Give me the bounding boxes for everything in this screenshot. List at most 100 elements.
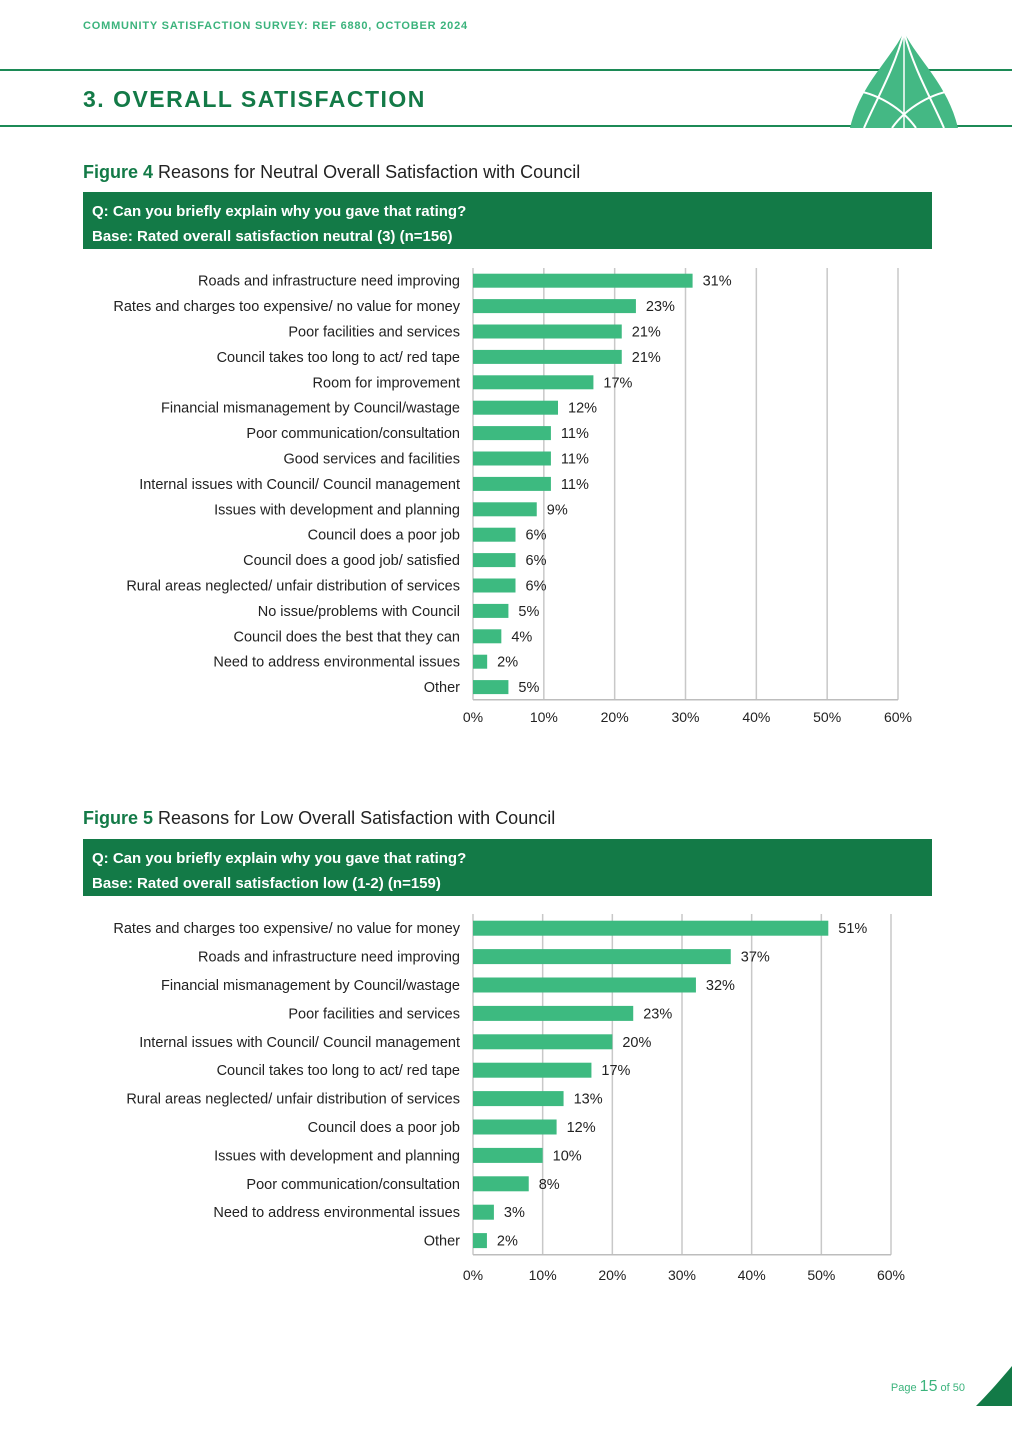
- fig4-value-label: 6%: [526, 528, 547, 544]
- fig5-category-label: Roads and infrastructure need improving: [198, 950, 460, 966]
- fig5-value-label: 10%: [553, 1148, 582, 1164]
- fig4-value-label: 6%: [526, 579, 547, 595]
- council-logo: [849, 31, 959, 129]
- fig5-value-label: 8%: [539, 1177, 560, 1193]
- fig4-category-label: Rates and charges too expensive/ no valu…: [113, 299, 460, 315]
- fig4-bar: [473, 451, 551, 466]
- fig5-x-tick-label: 20%: [598, 1267, 626, 1283]
- fig4-bar: [473, 324, 622, 339]
- figure-4-question: Q: Can you briefly explain why you gave …: [92, 203, 467, 220]
- fig5-category-label: Internal issues with Council/ Council ma…: [139, 1035, 460, 1051]
- fig5-category-label: Poor communication/consultation: [246, 1177, 460, 1193]
- figure-5-title-text: Reasons for Low Overall Satisfaction wit…: [158, 808, 556, 828]
- fig4-category-label: Poor communication/consultation: [246, 426, 460, 442]
- fig4-value-label: 4%: [511, 629, 532, 645]
- figure-4-question-box: Q: Can you briefly explain why you gave …: [83, 192, 932, 249]
- fig4-bar: [473, 603, 509, 618]
- fig5-category-label: Rural areas neglected/ unfair distributi…: [126, 1092, 460, 1108]
- fig5-bar: [473, 977, 696, 993]
- fig4-x-tick-label: 40%: [742, 709, 770, 725]
- fig4-category-label: Council does a poor job: [308, 528, 460, 544]
- fig5-bar: [473, 1034, 613, 1050]
- fig4-x-tick-label: 50%: [813, 709, 841, 725]
- fig4-value-label: 12%: [568, 401, 597, 417]
- fig4-bar: [473, 375, 594, 390]
- fig4-category-label: Good services and facilities: [284, 452, 461, 468]
- figure-4-label: Figure 4: [83, 162, 154, 182]
- fig4-bar: [473, 273, 693, 288]
- fig5-bar: [473, 1005, 634, 1021]
- fig4-x-tick-label: 60%: [884, 709, 912, 725]
- page-total: of 50: [940, 1382, 965, 1394]
- fig4-bar: [473, 476, 551, 491]
- fig4-category-label: Need to address environmental issues: [213, 655, 460, 671]
- fig5-x-tick-label: 60%: [877, 1267, 905, 1283]
- fig4-category-label: No issue/problems with Council: [258, 604, 460, 620]
- fig5-x-tick-label: 0%: [463, 1267, 483, 1283]
- figure-4-base: Base: Rated overall satisfaction neutral…: [92, 228, 453, 245]
- fig4-value-label: 11%: [561, 426, 589, 442]
- fig4-value-label: 17%: [603, 375, 632, 391]
- fig4-bar: [473, 400, 558, 415]
- fig5-value-label: 3%: [504, 1205, 525, 1221]
- fig4-value-label: 21%: [632, 325, 661, 341]
- corner-decoration: [976, 1366, 1012, 1406]
- fig4-bar: [473, 527, 516, 542]
- figure-4-title-text: Reasons for Neutral Overall Satisfaction…: [158, 162, 581, 182]
- fig5-category-label: Need to address environmental issues: [213, 1205, 460, 1221]
- fig4-bar: [473, 502, 537, 517]
- fig5-bar: [473, 949, 731, 965]
- fig5-value-label: 2%: [497, 1234, 518, 1250]
- figure-4-chart: 0% 10% 20% 30% 40% 50% 60% Roads and infrastruc…: [113, 268, 912, 725]
- fig4-x-tick-label: 0%: [463, 709, 483, 725]
- fig4-value-label: 11%: [561, 452, 589, 468]
- fig5-value-label: 20%: [622, 1035, 651, 1051]
- header-rule-bottom: [0, 125, 1012, 127]
- fig5-value-label: 37%: [741, 950, 770, 966]
- fig5-category-label: Poor facilities and services: [288, 1006, 460, 1022]
- fig5-bar: [473, 1147, 543, 1163]
- fig5-category-label: Council takes too long to act/ red tape: [217, 1063, 460, 1079]
- fig4-category-label: Issues with development and planning: [214, 502, 460, 518]
- fig4-value-label: 5%: [518, 604, 539, 620]
- figure-5-base: Base: Rated overall satisfaction low (1-…: [92, 875, 441, 892]
- fig4-bar: [473, 578, 516, 593]
- header-rule-top: [0, 69, 1012, 71]
- fig5-category-label: Issues with development and planning: [214, 1148, 460, 1164]
- fig5-bar: [473, 1062, 592, 1078]
- fig5-bar: [473, 920, 829, 936]
- fig4-category-label: Internal issues with Council/ Council ma…: [139, 477, 460, 493]
- fig5-x-tick-label: 40%: [738, 1267, 766, 1283]
- fig5-value-label: 23%: [643, 1006, 672, 1022]
- fig4-category-label: Financial mismanagement by Council/wasta…: [161, 401, 460, 417]
- fig5-value-label: 32%: [706, 978, 735, 994]
- fig5-category-label: Financial mismanagement by Council/wasta…: [161, 978, 460, 994]
- fig4-category-label: Poor facilities and services: [288, 325, 460, 341]
- fig4-category-label: Rural areas neglected/ unfair distributi…: [126, 579, 460, 595]
- fig5-x-tick-label: 50%: [807, 1267, 835, 1283]
- section-title: 3. OVERALL SATISFACTION: [83, 86, 426, 112]
- page-word: Page: [890, 1382, 917, 1394]
- fig4-category-label: Council does a good job/ satisfied: [243, 553, 460, 569]
- figure-5-title: Figure 5 Reasons for Low Overall Satisfa…: [83, 808, 555, 829]
- fig4-value-label: 5%: [518, 680, 539, 696]
- fig5-category-label: Council does a poor job: [308, 1120, 460, 1136]
- fig5-value-label: 17%: [601, 1063, 630, 1079]
- fig4-value-label: 11%: [561, 477, 589, 493]
- fig5-value-label: 13%: [574, 1092, 603, 1108]
- fig5-bar: [473, 1119, 557, 1135]
- figure-5-chart: 0% 10% 20% 30% 40% 50% 60% Rates and charges to…: [113, 914, 905, 1283]
- fig5-x-tick-label: 30%: [668, 1267, 696, 1283]
- fig4-x-tick-label: 20%: [601, 709, 629, 725]
- fig5-category-label: Other: [424, 1234, 460, 1250]
- figure-5-question-box: Q: Can you briefly explain why you gave …: [83, 839, 932, 896]
- fig5-bar: [473, 1091, 564, 1107]
- fig5-category-label: Rates and charges too expensive/ no valu…: [113, 921, 460, 937]
- fig4-category-label: Council takes too long to act/ red tape: [217, 350, 460, 366]
- figure-5-label: Figure 5: [83, 808, 154, 828]
- fig4-x-tick-label: 30%: [671, 709, 699, 725]
- fig4-value-label: 21%: [632, 350, 661, 366]
- fig5-value-label: 51%: [838, 921, 867, 937]
- fig4-bar: [473, 349, 622, 364]
- fig4-bar: [473, 299, 636, 314]
